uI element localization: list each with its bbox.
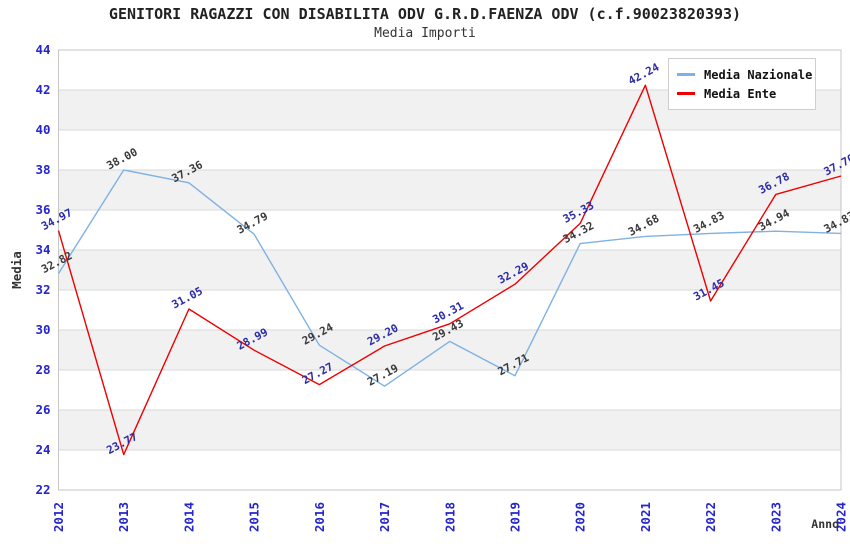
plot-band <box>58 170 841 210</box>
y-tick-label: 40 <box>35 122 50 137</box>
data-label: 34.83 <box>822 209 850 236</box>
x-tick-label: 2024 <box>834 502 849 532</box>
plot-band <box>58 330 841 370</box>
x-tick-label: 2014 <box>181 502 196 532</box>
x-tick-label: 2023 <box>768 502 783 532</box>
x-tick-label: 2017 <box>377 502 392 532</box>
y-tick-label: 26 <box>35 402 50 417</box>
data-label: 34.68 <box>626 212 661 239</box>
legend-item-media-ente: Media Ente <box>677 84 807 103</box>
legend-swatch-red-line-icon <box>677 92 695 95</box>
x-tick-label: 2015 <box>247 502 262 532</box>
series-line-media-ente <box>57 84 842 456</box>
data-label: 42.24 <box>626 60 662 87</box>
y-axis-title: Media <box>9 251 24 289</box>
legend-label: Media Ente <box>704 86 777 101</box>
chart-title: GENITORI RAGAZZI CON DISABILITA ODV G.R.… <box>108 5 742 23</box>
y-tick-label: 36 <box>35 202 50 217</box>
y-tick-label: 34 <box>35 242 50 257</box>
x-axis-title: Anno <box>811 517 839 531</box>
x-tick-label: 2013 <box>116 502 131 532</box>
x-tick-label: 2022 <box>703 502 718 532</box>
legend-box: Media Nazionale Media Ente <box>668 58 816 110</box>
y-tick-label: 32 <box>35 282 50 297</box>
y-tick-label: 24 <box>35 442 50 457</box>
legend-swatch-blue-line-icon <box>677 73 695 76</box>
x-tick-label: 2018 <box>442 502 457 532</box>
data-label: 34.83 <box>691 209 726 236</box>
x-tick-label: 2012 <box>51 502 66 532</box>
y-tick-label: 28 <box>35 362 50 377</box>
data-label: 38.00 <box>104 145 139 172</box>
y-tick-label: 22 <box>35 482 50 497</box>
legend-label: Media Nazionale <box>704 67 813 82</box>
x-tick-label: 2021 <box>638 502 653 532</box>
x-tick-label: 2019 <box>507 502 522 532</box>
chart-subtitle: Media Importi <box>374 26 476 41</box>
data-label: 34.94 <box>756 206 792 233</box>
y-tick-label: 42 <box>35 82 50 97</box>
plot-border <box>58 49 842 491</box>
plot-band <box>58 410 841 450</box>
x-tick-label: 2016 <box>312 502 327 532</box>
series-line-media-nazionale <box>57 169 842 387</box>
y-tick-label: 44 <box>35 42 50 57</box>
x-tick-label: 2020 <box>573 502 588 532</box>
y-tick-label: 38 <box>35 162 50 177</box>
plot-band <box>58 250 841 290</box>
y-tick-label: 30 <box>35 322 50 337</box>
legend-item-media-nazionale: Media Nazionale <box>677 65 812 84</box>
